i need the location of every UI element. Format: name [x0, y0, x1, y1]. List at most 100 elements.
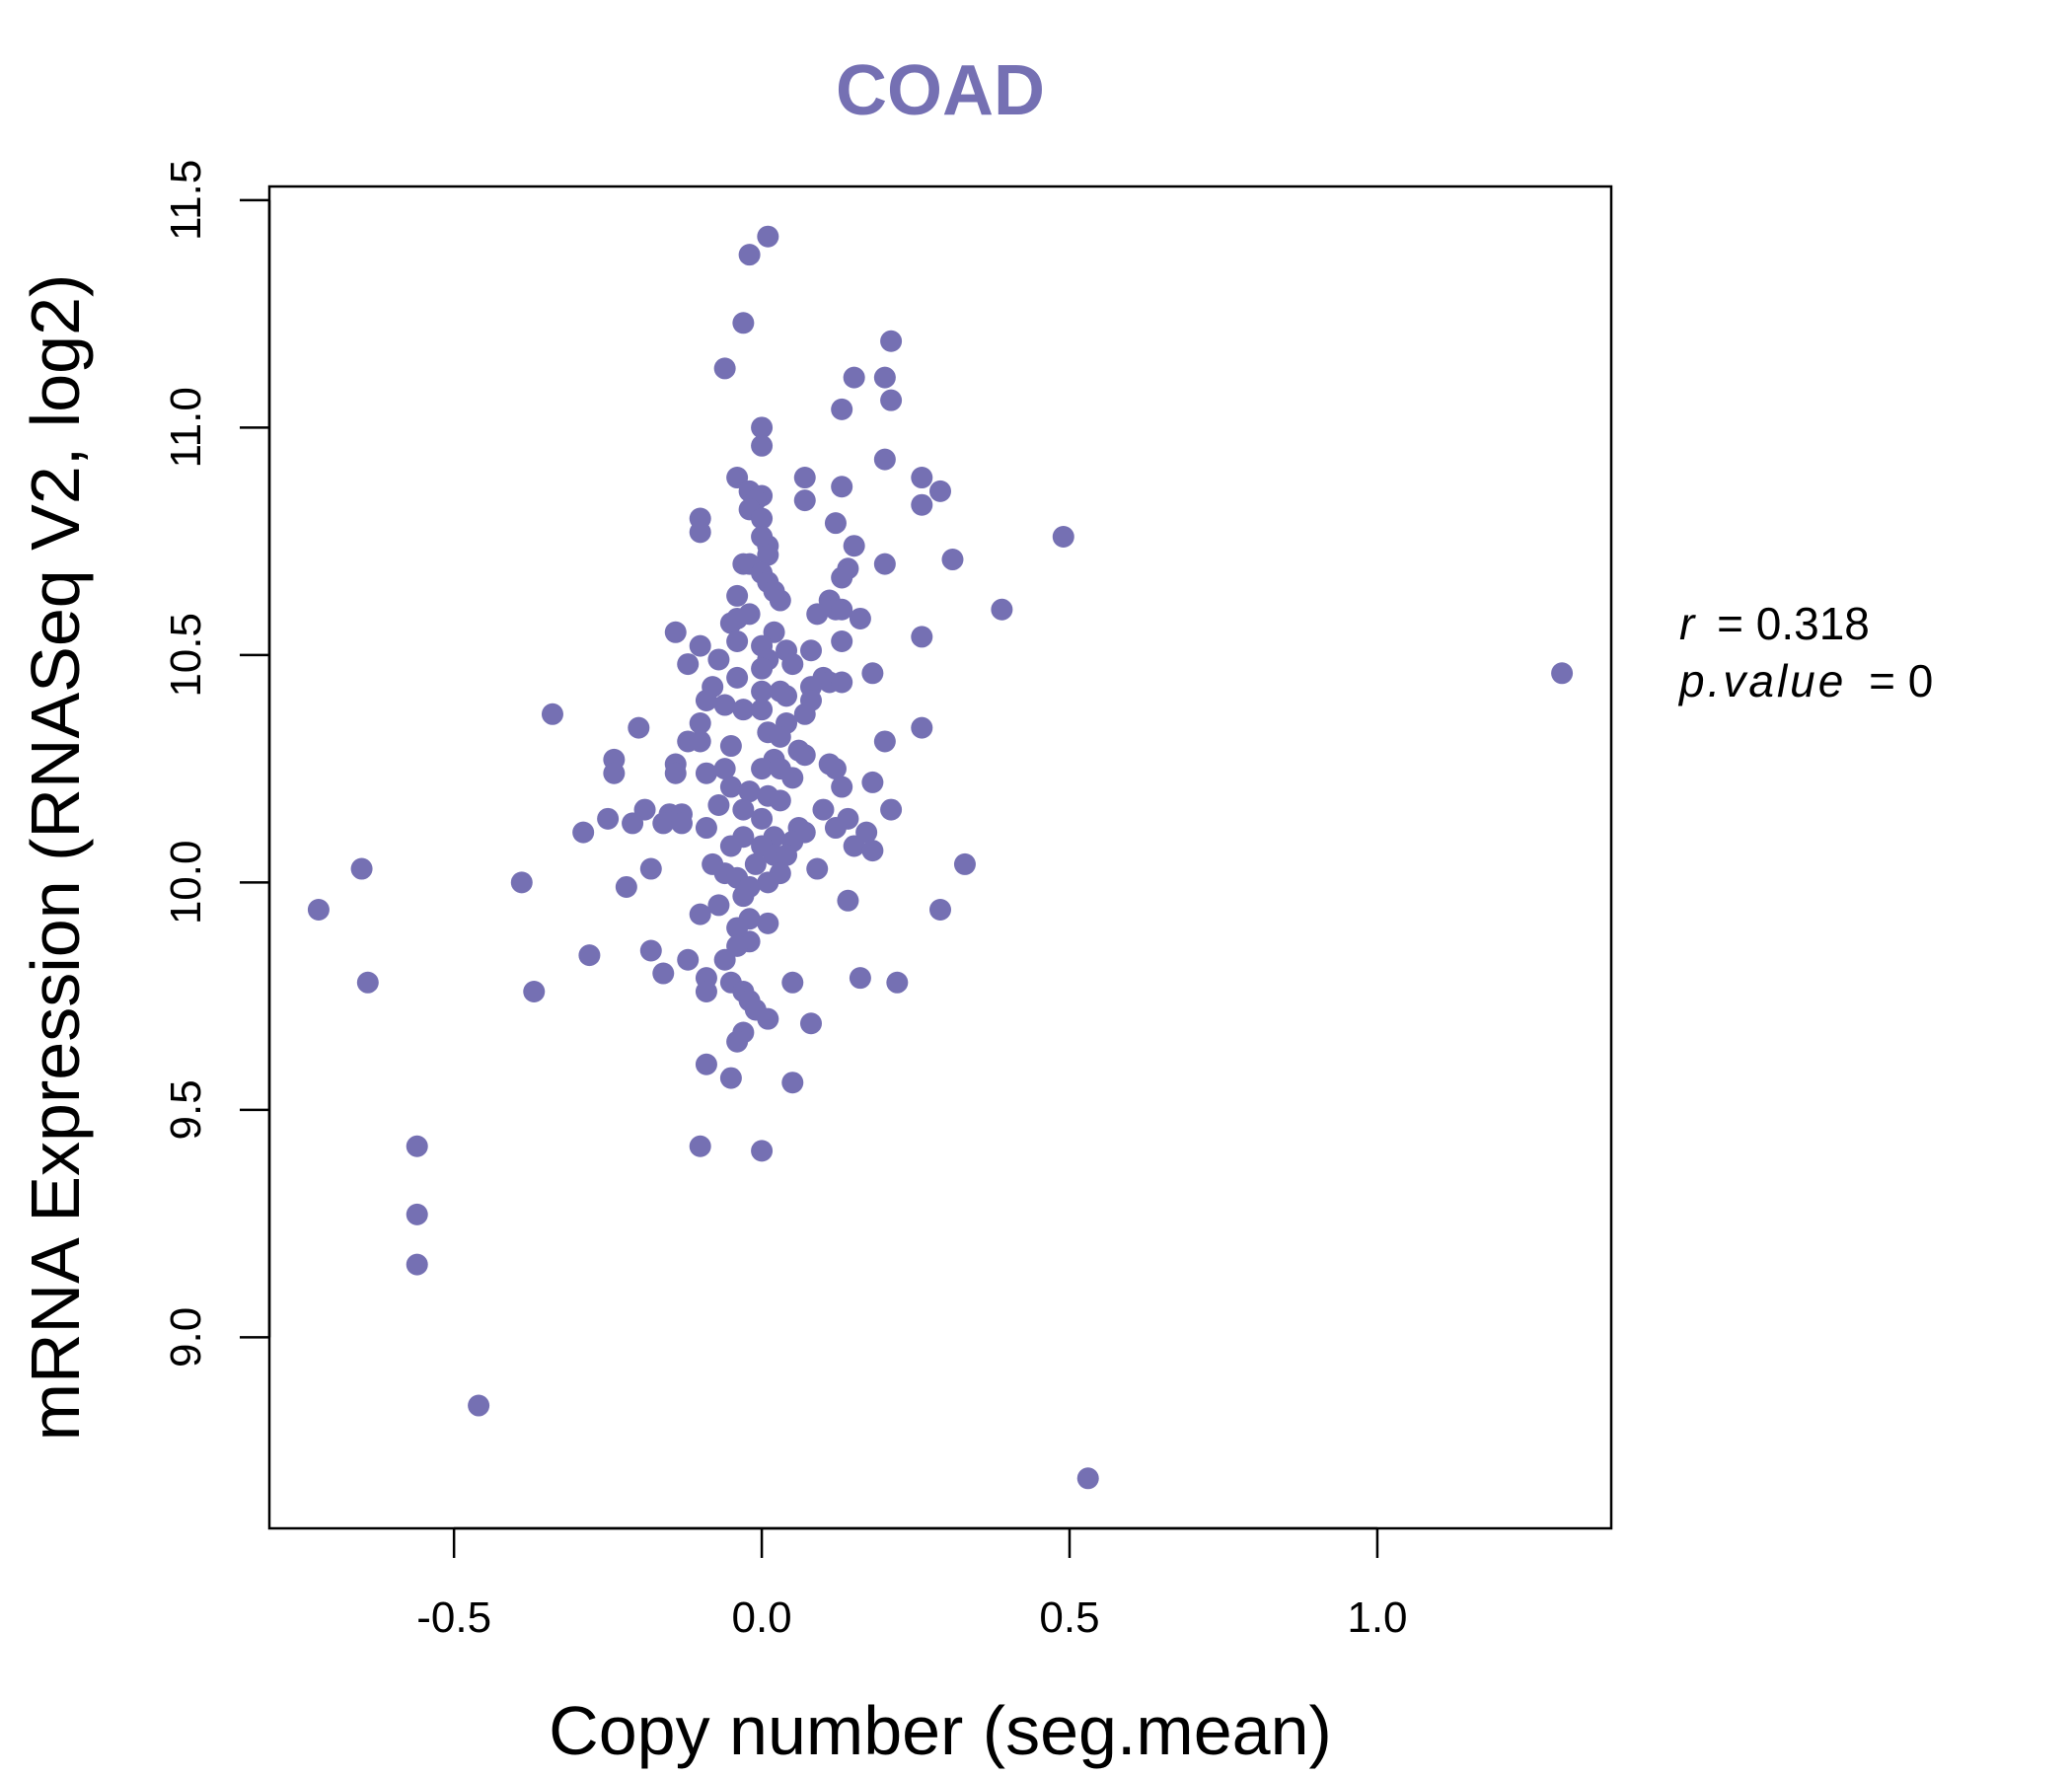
- data-point: [757, 871, 779, 894]
- data-point: [677, 948, 700, 971]
- data-point: [776, 844, 798, 866]
- data-point: [713, 694, 736, 716]
- data-point: [307, 899, 330, 922]
- data-point: [713, 948, 736, 971]
- data-point: [695, 689, 717, 711]
- data-point: [689, 1135, 711, 1157]
- data-point: [707, 894, 730, 917]
- data-point: [799, 1012, 822, 1035]
- data-point: [406, 1253, 428, 1276]
- data-point: [652, 962, 675, 985]
- data-point: [751, 699, 774, 721]
- data-point: [597, 807, 620, 830]
- data-point: [757, 912, 779, 934]
- data-point: [880, 330, 903, 352]
- data-point: [695, 817, 717, 840]
- data-point: [843, 535, 865, 557]
- data-point: [695, 981, 717, 1002]
- data-point: [751, 507, 774, 530]
- data-point: [861, 771, 884, 793]
- data-point: [831, 671, 853, 694]
- y-tick-label: 9.5: [162, 1079, 210, 1140]
- data-point: [911, 716, 933, 739]
- data-point: [849, 967, 871, 990]
- x-tick-label: -0.5: [416, 1593, 491, 1642]
- data-point: [664, 621, 687, 643]
- data-point: [1052, 525, 1074, 548]
- y-tick-label: 11.0: [162, 387, 210, 468]
- x-tick-label: 0.0: [731, 1593, 791, 1642]
- y-tick-label: 10.5: [162, 613, 210, 698]
- x-tick-label: 0.5: [1039, 1593, 1099, 1642]
- x-axis: -0.5 0.0 0.5 1.0: [416, 1526, 1408, 1642]
- data-point: [751, 758, 774, 780]
- svg-text:p.value = 0: p.value = 0: [1677, 655, 1933, 706]
- data-point: [824, 817, 847, 840]
- x-tick-label: 1.0: [1347, 1593, 1407, 1642]
- data-point: [793, 703, 816, 725]
- data-point: [622, 812, 644, 835]
- data-point: [639, 939, 662, 962]
- data-point: [406, 1203, 428, 1225]
- data-point: [769, 789, 791, 812]
- data-point: [757, 225, 779, 248]
- chart-title: COAD: [836, 51, 1045, 130]
- data-point: [572, 821, 595, 844]
- data-point: [953, 852, 976, 875]
- data-point: [831, 566, 853, 589]
- data-point: [941, 549, 964, 571]
- data-point: [356, 971, 379, 994]
- data-point: [929, 480, 951, 502]
- data-point: [615, 875, 637, 898]
- svg-text:r = 0.318: r = 0.318: [1679, 598, 1870, 649]
- data-point: [744, 852, 767, 875]
- data-point: [732, 312, 755, 334]
- correlation-annotation: r = 0.318 p.value = 0: [1677, 598, 1933, 706]
- data-point: [911, 626, 933, 648]
- y-axis-label: mRNA Expression (RNASeq V2, log2): [17, 274, 94, 1442]
- data-point: [831, 398, 853, 420]
- data-point: [689, 712, 711, 734]
- data-point: [831, 776, 853, 798]
- x-axis-label: Copy number (seg.mean): [549, 1692, 1332, 1769]
- data-point: [991, 598, 1013, 621]
- data-point: [776, 685, 798, 707]
- data-point: [652, 812, 675, 835]
- data-point: [806, 857, 829, 880]
- y-tick-label: 9.0: [162, 1307, 210, 1368]
- data-point: [873, 448, 896, 471]
- p-symbol: p.value: [1677, 655, 1846, 706]
- data-point: [628, 716, 650, 739]
- data-point: [719, 776, 742, 798]
- data-point: [541, 703, 563, 725]
- data-point: [886, 971, 909, 994]
- y-tick-label: 11.5: [162, 160, 210, 241]
- data-point: [873, 366, 896, 389]
- data-point: [738, 780, 761, 803]
- data-point: [603, 762, 626, 784]
- data-point: [757, 544, 779, 566]
- data-point: [578, 944, 601, 967]
- data-point: [689, 730, 711, 753]
- data-point: [713, 758, 736, 780]
- data-point: [719, 735, 742, 758]
- data-point: [861, 840, 884, 862]
- r-symbol: r: [1679, 598, 1696, 649]
- data-point: [639, 857, 662, 880]
- r-value: = 0.318: [1717, 598, 1870, 649]
- data-point: [831, 630, 853, 653]
- data-point: [824, 512, 847, 535]
- data-point: [707, 793, 730, 816]
- data-point: [1551, 662, 1574, 685]
- data-point: [769, 589, 791, 612]
- data-point: [831, 476, 853, 498]
- data-point: [806, 603, 829, 626]
- data-point: [781, 767, 804, 789]
- data-point: [707, 648, 730, 671]
- data-point: [929, 899, 951, 922]
- data-point: [689, 634, 711, 657]
- data-point: [670, 812, 693, 835]
- data-point: [873, 553, 896, 575]
- data-point: [880, 798, 903, 821]
- data-point: [751, 1140, 774, 1162]
